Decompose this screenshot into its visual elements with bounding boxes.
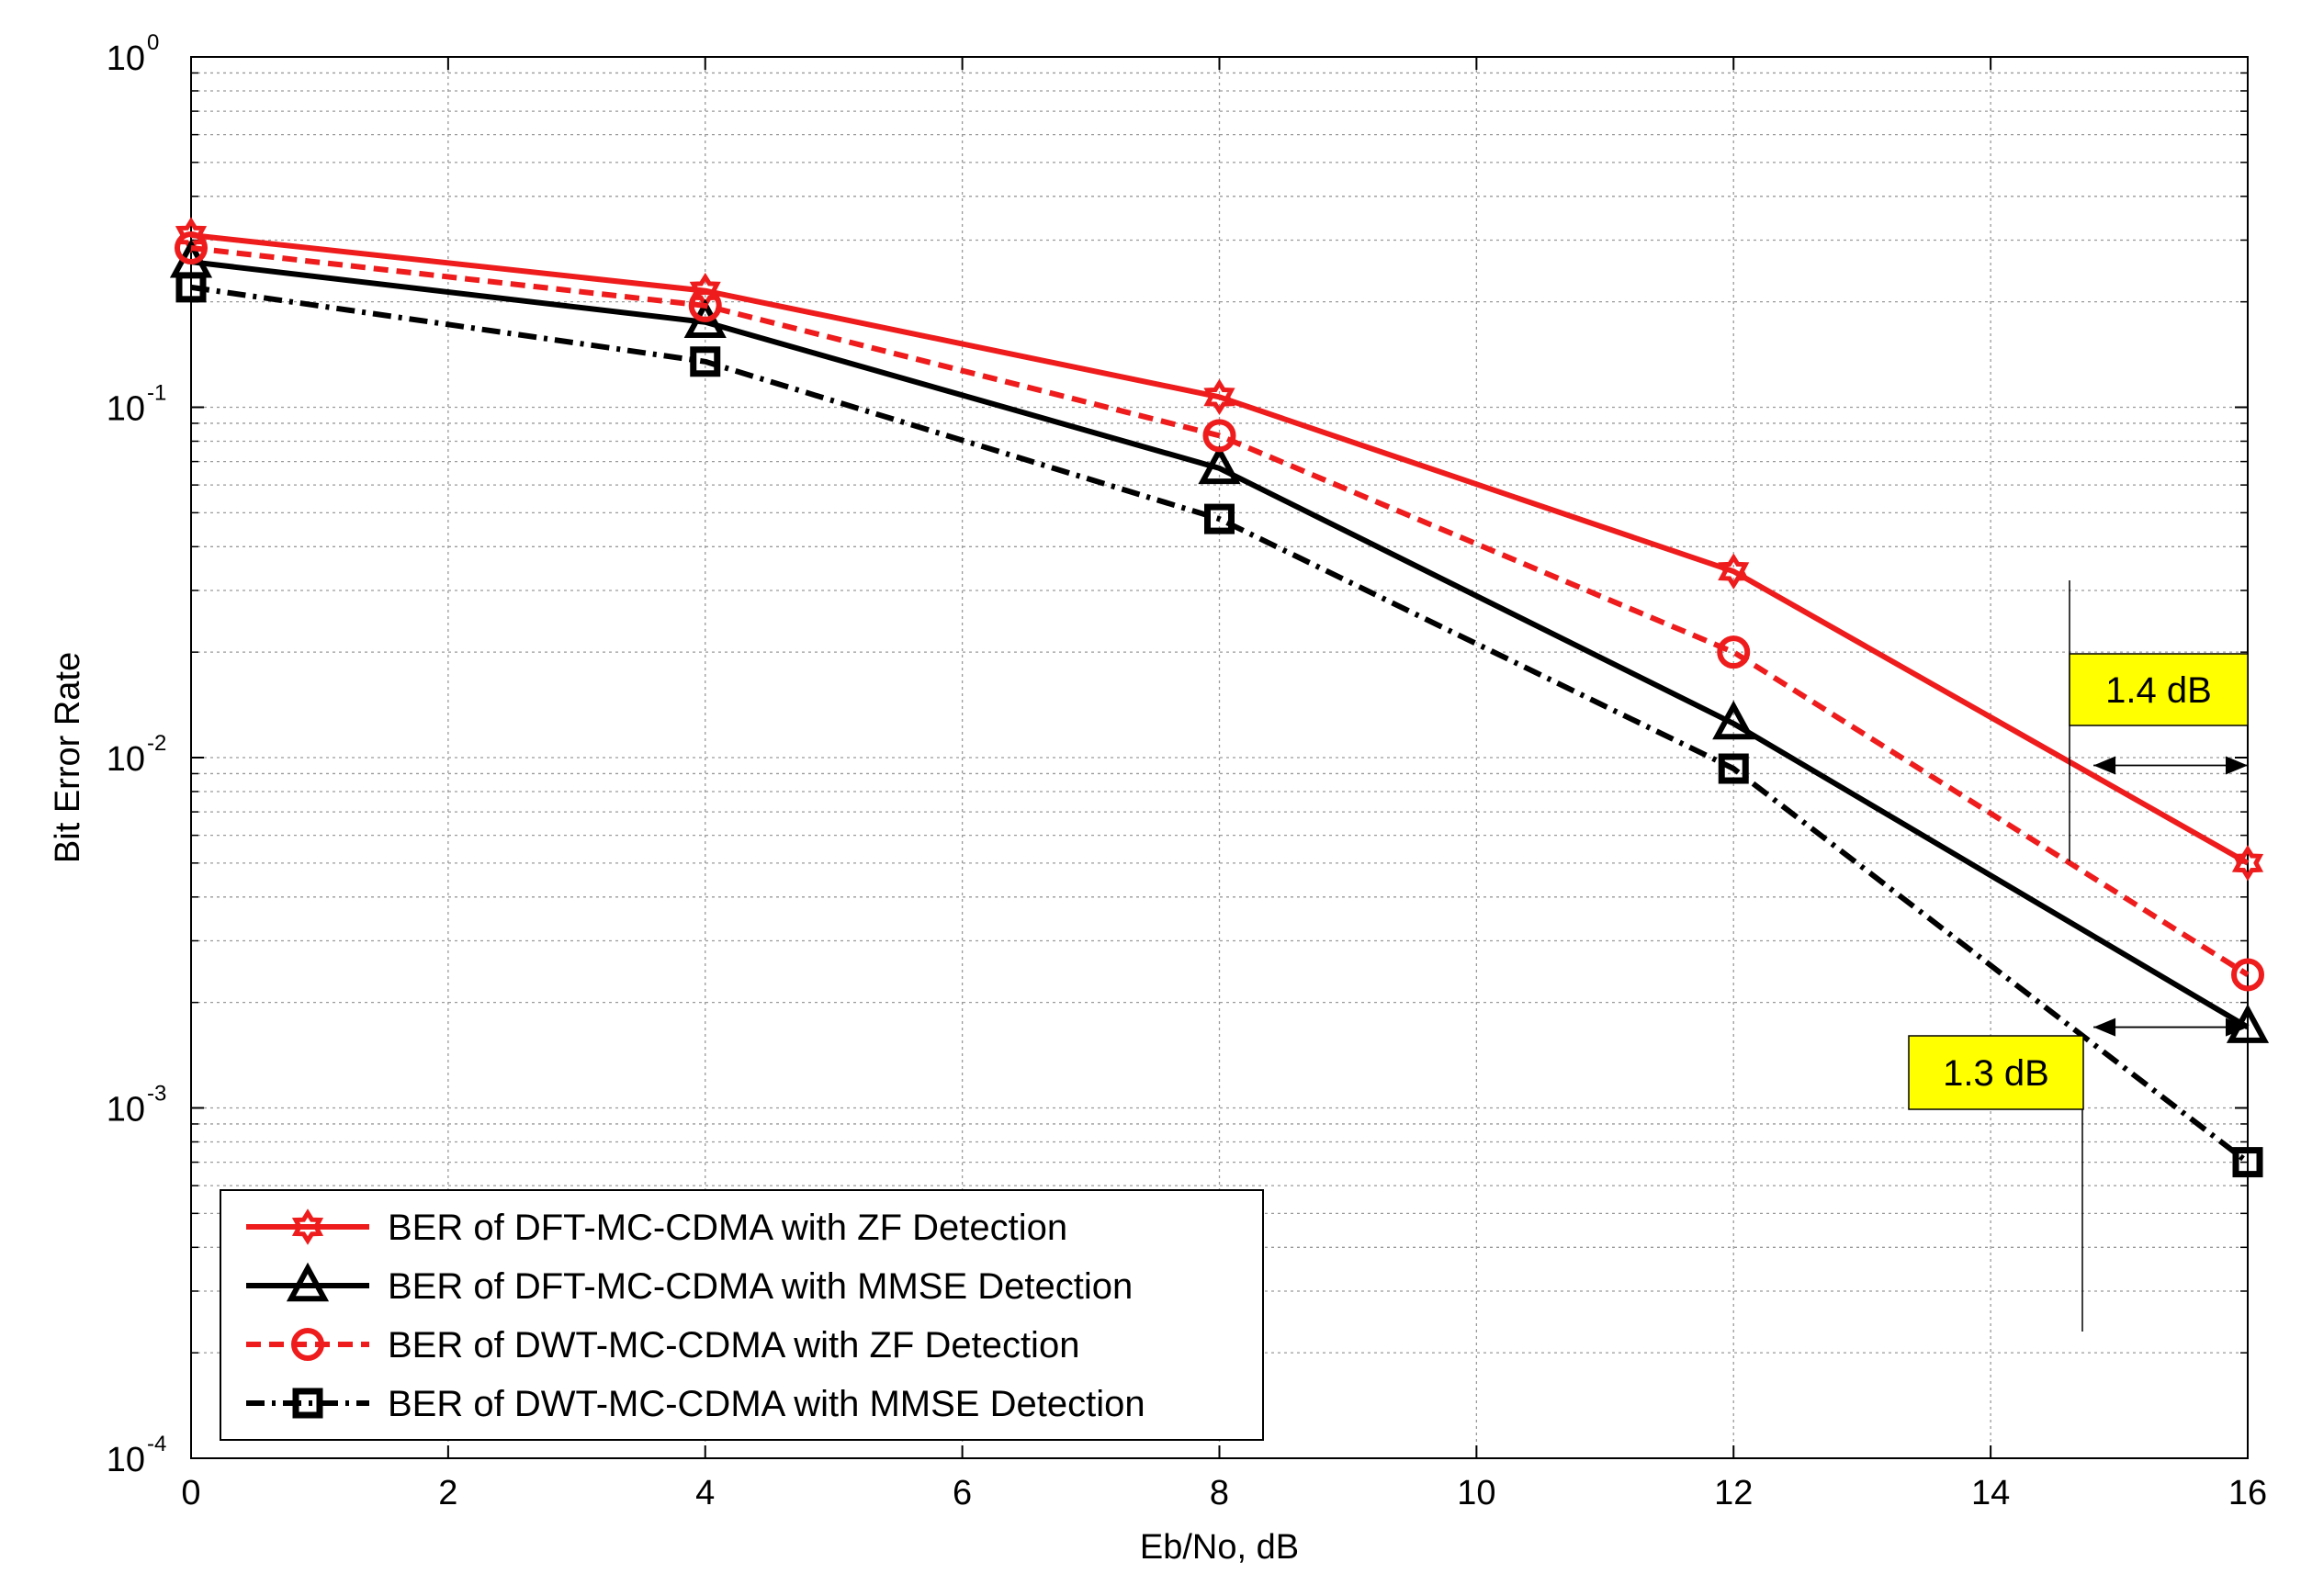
series-line <box>190 259 2250 1030</box>
hexagram-marker-shape <box>291 1208 324 1245</box>
series-line <box>190 245 2250 977</box>
x-tick-label: 12 <box>1714 1474 1753 1512</box>
legend-marker-sample <box>292 1388 323 1419</box>
series-3 <box>175 230 2264 992</box>
legend-entry-1: BER of DFT-MC-CDMA with ZF Detection <box>246 1208 1067 1248</box>
triangle-marker-shape <box>286 1262 330 1302</box>
y-axis-title: Bit Error Rate <box>49 652 87 863</box>
y-tick-label-base: 10 <box>107 1091 145 1130</box>
legend-label: BER of DWT-MC-CDMA with ZF Detection <box>388 1325 1079 1366</box>
triangle-marker-shape <box>1712 700 1755 740</box>
data-point-marker <box>1202 419 1236 453</box>
x-tick-label: 10 <box>1457 1474 1495 1512</box>
y-tick-label-exponent: -1 <box>147 381 166 406</box>
data-point-marker <box>175 272 207 303</box>
legend-label: BER of DWT-MC-CDMA with MMSE Detection <box>388 1384 1145 1424</box>
arrow-head <box>2093 756 2116 775</box>
annotation-2: 1.3 dB <box>1908 1017 2248 1332</box>
data-point-marker <box>1198 444 1241 485</box>
legend-box <box>220 1189 1264 1441</box>
square-marker-shape <box>690 346 721 377</box>
square-marker-shape <box>1718 753 1749 784</box>
x-tick-label: 6 <box>953 1474 972 1512</box>
y-tick-label-exponent: -4 <box>147 1432 166 1456</box>
y-tick-label-exponent: -3 <box>147 1082 166 1107</box>
legend-entry-2: BER of DFT-MC-CDMA with MMSE Detection <box>246 1262 1133 1307</box>
hexagram-marker-shape <box>1203 378 1235 416</box>
hexagram-marker-shape <box>2231 845 2264 882</box>
legend-entry-4: BER of DWT-MC-CDMA with MMSE Detection <box>246 1384 1145 1424</box>
square-marker-shape <box>2232 1147 2263 1178</box>
square-marker-shape <box>292 1388 323 1419</box>
y-tick-label-base: 10 <box>107 1441 145 1479</box>
legend-marker-sample <box>291 1328 324 1361</box>
annotation-label: 1.4 dB <box>2105 670 2212 711</box>
x-tick-label: 14 <box>1971 1474 2010 1512</box>
x-tick-label: 4 <box>695 1474 715 1512</box>
series-lines <box>169 217 2270 1178</box>
x-tick-label: 16 <box>2228 1474 2267 1512</box>
hexagram-marker-shape <box>1718 553 1750 590</box>
circle-marker-shape <box>291 1328 324 1361</box>
arrow-head <box>2226 1017 2248 1037</box>
x-tick-label: 2 <box>438 1474 457 1512</box>
data-point-marker <box>2231 845 2264 882</box>
data-point-marker <box>1717 635 1751 669</box>
series-line <box>190 284 2250 1164</box>
legend-entry-3: BER of DWT-MC-CDMA with ZF Detection <box>246 1325 1079 1366</box>
triangle-marker-shape <box>1198 444 1241 485</box>
data-point-marker <box>1718 753 1749 784</box>
annotation-1: 1.4 dB <box>2069 580 2249 861</box>
circle-marker-shape <box>2231 958 2264 992</box>
square-marker-shape <box>175 272 207 303</box>
circle-marker-shape <box>688 288 722 322</box>
arrow-head <box>2226 756 2248 775</box>
annotation-label: 1.3 dB <box>1943 1053 2049 1094</box>
legend-label: BER of DFT-MC-CDMA with ZF Detection <box>388 1208 1067 1248</box>
annotations: 1.4 dB 1.3 dB <box>1908 580 2249 1332</box>
data-point-marker <box>1718 553 1750 590</box>
data-point-marker <box>175 230 208 264</box>
y-tick-label-base: 10 <box>107 390 145 429</box>
data-point-marker <box>688 288 722 322</box>
legend-marker-sample <box>291 1208 324 1245</box>
annotation-box <box>2069 653 2249 726</box>
x-tick-label: 0 <box>181 1474 200 1512</box>
square-marker-shape <box>1204 503 1235 534</box>
data-point-marker <box>2232 1147 2263 1178</box>
legend-marker-sample <box>286 1262 330 1302</box>
data-point-marker <box>1204 503 1235 534</box>
legend: BER of DFT-MC-CDMA with ZF Detection BER … <box>220 1189 1264 1441</box>
x-tick-label: 8 <box>1210 1474 1229 1512</box>
circle-marker-shape <box>1717 635 1751 669</box>
data-point-marker <box>2231 958 2264 992</box>
annotation-box <box>1908 1035 2084 1110</box>
y-tick-label-exponent: 0 <box>147 30 159 55</box>
arrow-head <box>2093 1017 2116 1037</box>
data-point-marker <box>1712 700 1755 740</box>
y-tick-label-base: 10 <box>107 39 145 78</box>
series-4 <box>175 272 2263 1178</box>
legend-label: BER of DFT-MC-CDMA with MMSE Detection <box>388 1266 1133 1307</box>
data-point-marker <box>1203 378 1235 416</box>
data-point-marker <box>690 346 721 377</box>
y-tick-label-exponent: -2 <box>147 731 166 756</box>
grid <box>191 57 2248 1458</box>
x-axis-title: Eb/No, dB <box>1140 1528 1299 1567</box>
circle-marker-shape <box>1202 419 1236 453</box>
y-tick-label-base: 10 <box>107 740 145 779</box>
series-1 <box>175 217 2264 882</box>
series-line <box>190 232 2250 866</box>
circle-marker-shape <box>175 230 208 264</box>
